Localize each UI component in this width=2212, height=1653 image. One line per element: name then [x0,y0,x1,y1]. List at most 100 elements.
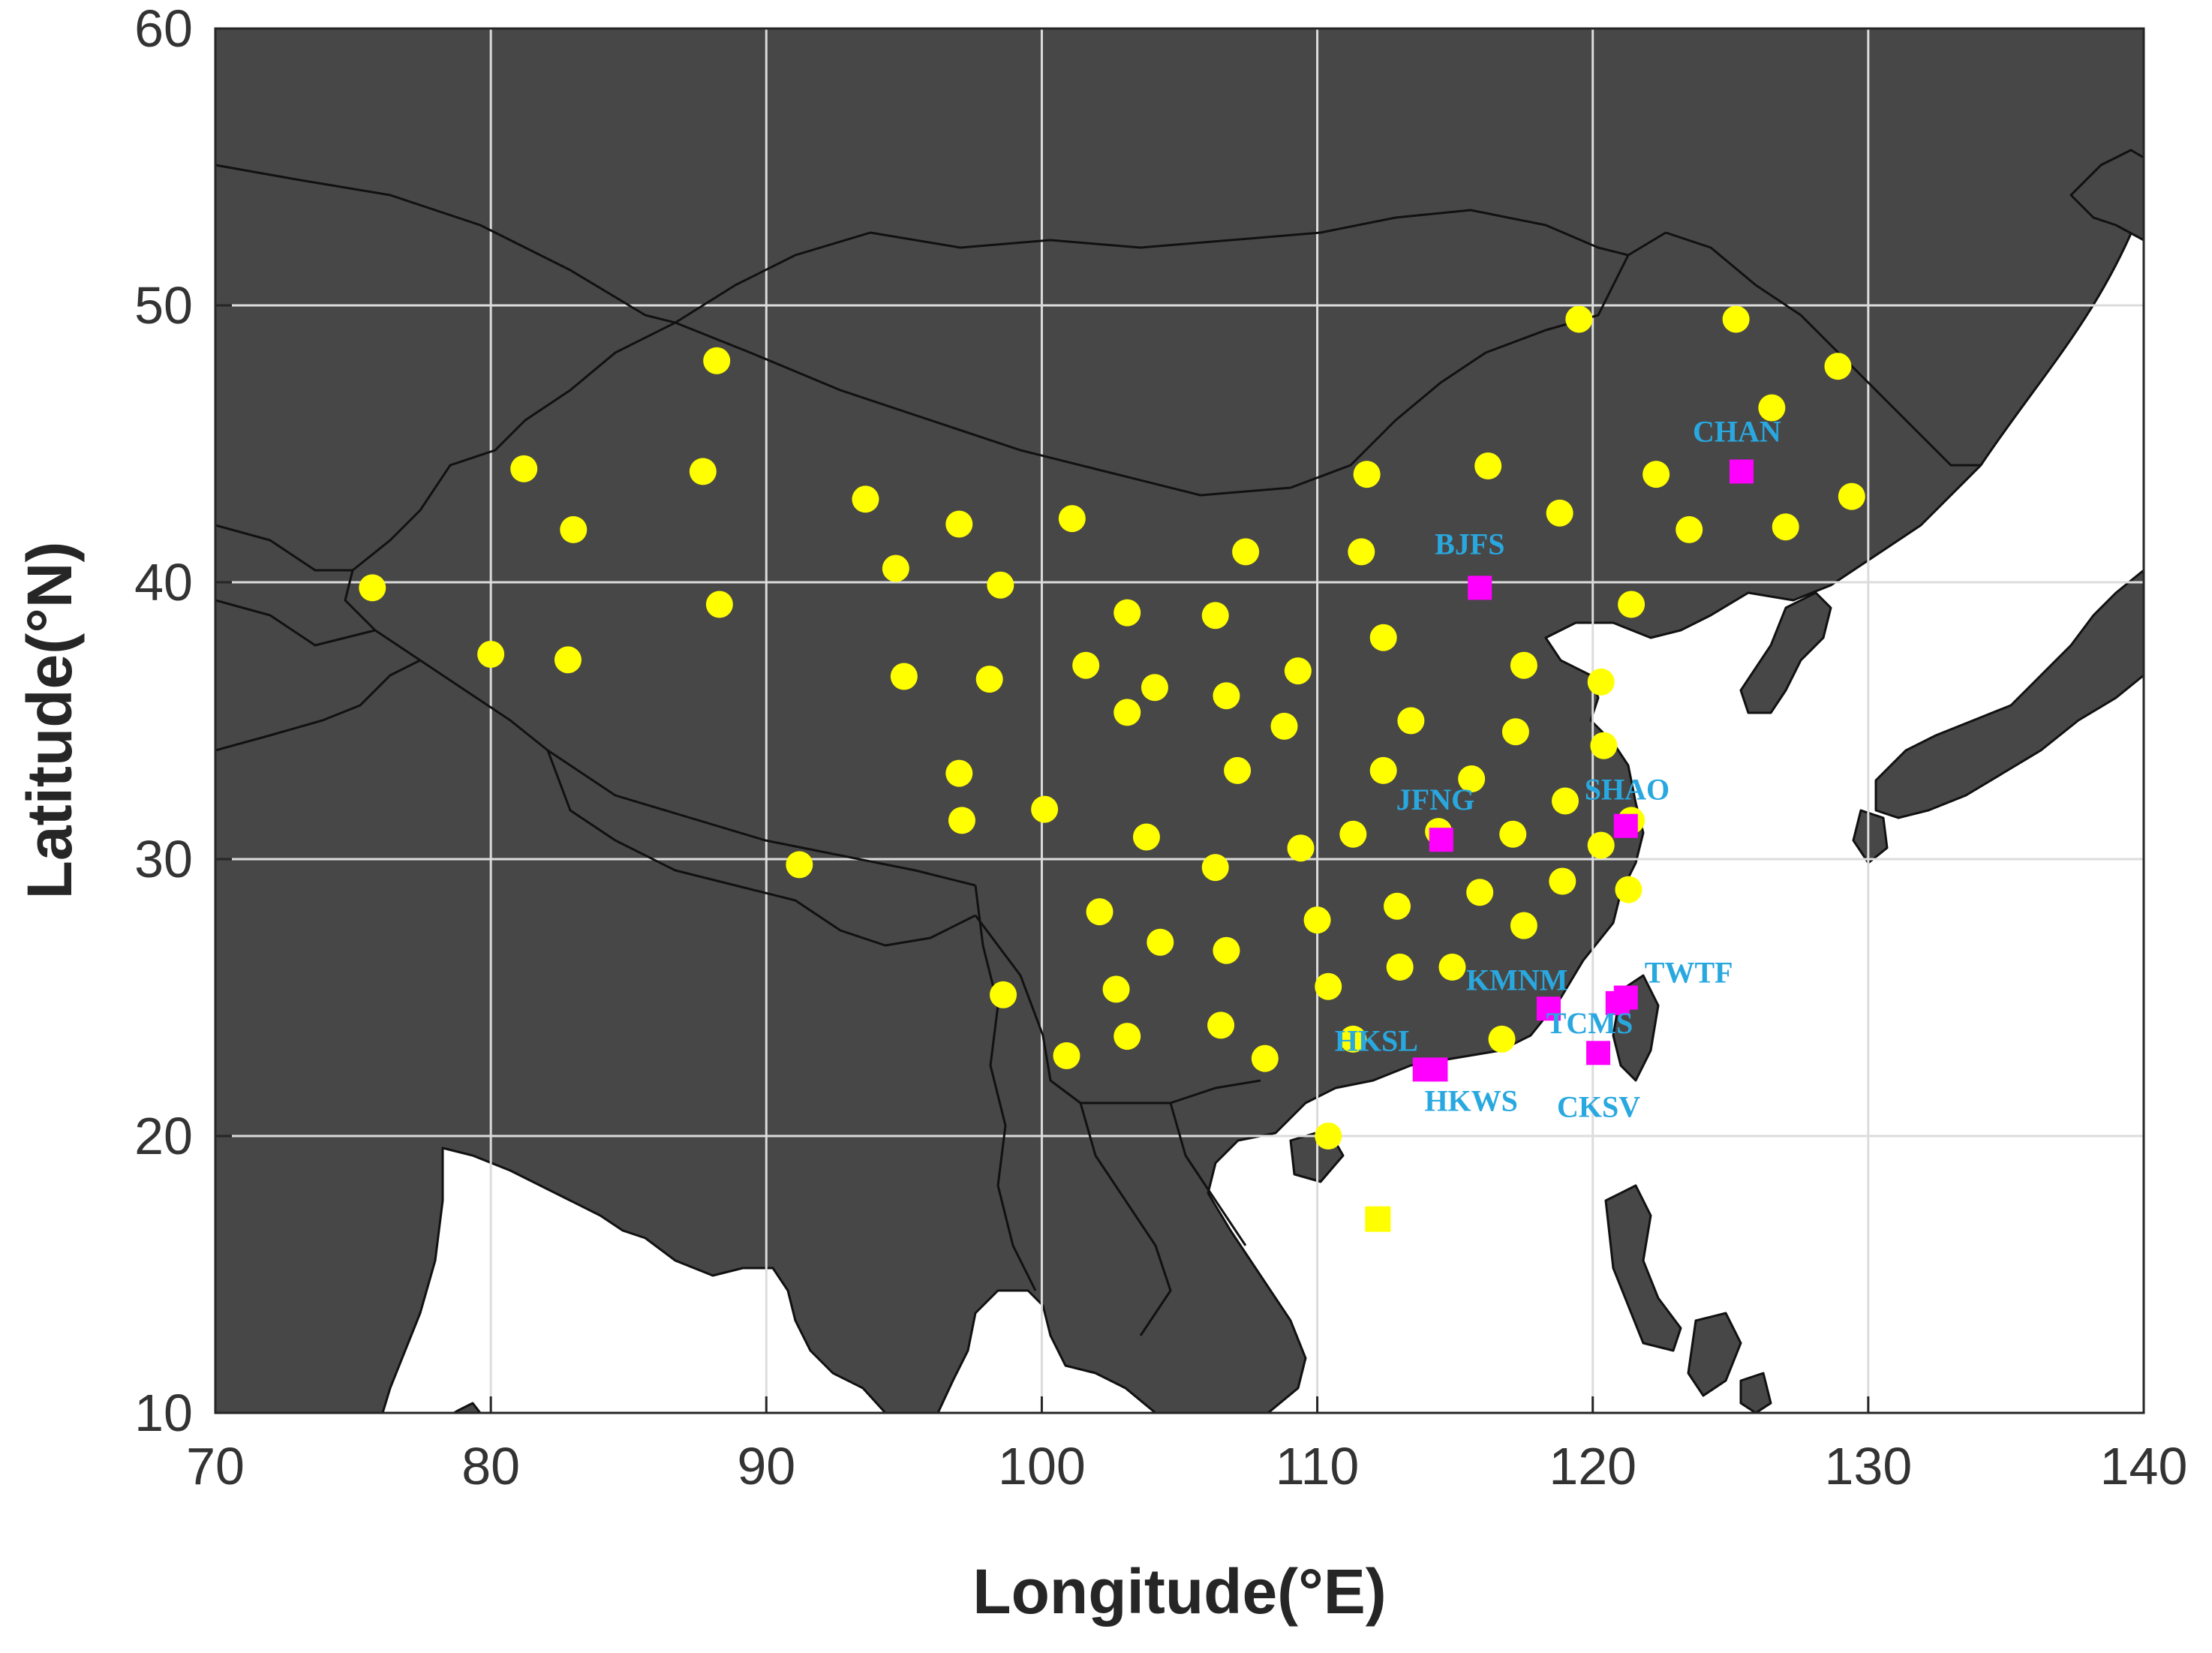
gnss-station-point [1365,1206,1391,1232]
gnss-station-point [1642,461,1670,488]
gnss-station-point [705,591,733,618]
land-japan-honshu [1874,569,2144,819]
land-japan-hokkaido [2069,149,2144,242]
gnss-station-point [1232,538,1260,566]
land-philippine-islands [1687,1312,1742,1397]
gnss-stations-yellow [359,305,1865,1232]
gnss-station-point [1201,602,1229,630]
gnss-station-point [1501,718,1529,746]
gnss-station-point [882,555,909,582]
gnss-station-point [1114,599,1141,627]
x-tick-label: 110 [1276,1437,1360,1495]
gnss-station-point [1546,499,1573,527]
gnss-station-point [1369,756,1397,784]
reference-station-hkws [1423,1057,1448,1082]
gnss-station-point [1201,854,1229,882]
reference-station-cksv [1586,1041,1611,1065]
gnss-station-point [945,510,973,538]
gnss-station-point [1838,482,1865,510]
gnss-station-point [560,515,588,543]
gnss-station-point [689,458,717,485]
gnss-station-point [948,807,975,834]
gnss-station-point [1438,953,1466,981]
border-indochina [1079,1102,1247,1336]
gnss-station-point [1510,651,1537,679]
land-masses [215,29,2144,1413]
gnss-station-point [1488,1025,1516,1053]
gnss-station-point [1369,624,1397,651]
gnss-station-point [1824,353,1852,380]
gnss-station-point [1053,1041,1080,1069]
border-mongolia-russia [675,209,1629,324]
y-axis-ticks: 10 20 30 40 50 60 [134,0,232,1442]
gnss-station-point [554,646,582,674]
gnss-station-point [1213,682,1240,710]
gnss-station-point [1114,1023,1141,1050]
y-tick-label: 50 [134,276,193,335]
gnss-station-point [1397,707,1425,735]
y-tick-label: 60 [134,0,193,58]
border-central-asia [215,524,376,647]
gnss-station-point [1722,305,1750,333]
gnss-station-point [1353,461,1381,488]
y-axis-label: Latitude(°N) [14,542,85,900]
gnss-station-point [1224,756,1252,784]
land-luzon [1604,1184,1682,1352]
station-label-tcms: TCMS [1546,1006,1633,1040]
gnss-station-point [1058,505,1086,533]
border-himalaya [547,749,976,887]
gnss-station-point [1386,953,1414,981]
gnss-station-point [1348,538,1375,566]
x-axis-ticks: 70 80 90 100 110 120 130 140 [186,1396,2187,1495]
gnss-station-point [1552,787,1579,815]
station-label-shao: SHAO [1585,773,1670,807]
gnss-station-point [1474,452,1502,480]
gnss-station-point [1102,975,1130,1003]
reference-station-kmnm [1536,996,1561,1021]
gnss-station-point [1147,928,1174,956]
gnss-station-point [703,347,731,374]
gnss-station-point [1587,831,1615,859]
station-label-hksl: HKSL [1335,1023,1418,1057]
gnss-station-point [945,759,973,787]
gnss-station-point [1587,668,1615,696]
gnss-station-point [786,851,813,879]
country-borders [215,164,1981,1336]
station-label-cksv: CKSV [1557,1089,1640,1123]
gnss-station-point [1458,765,1486,792]
x-tick-label: 90 [737,1437,795,1495]
x-tick-label: 80 [461,1437,520,1495]
station-label-jfng: JFNG [1396,783,1474,816]
land-eurasia-mainland [215,29,2144,1413]
gnss-station-point [975,666,1003,693]
gnss-station-point [1565,305,1593,333]
station-label-kmnm: KMNM [1466,963,1568,996]
gnss-station-point [1031,795,1059,823]
gnss-station-point [1315,1123,1342,1150]
reference-station-chan [1729,459,1754,484]
gnss-station-point [1072,651,1100,679]
station-label-twtf: TWTF [1645,956,1733,990]
reference-station-tcms [1605,990,1630,1015]
reference-station-bjfs [1468,576,1492,600]
gnss-station-point [1251,1044,1279,1072]
y-tick-label: 20 [134,1107,193,1165]
x-axis-label: Longitude(°E) [972,1556,1386,1627]
gnss-station-point [1207,1011,1235,1039]
land-japan-kyushu [1852,809,1889,864]
gnss-station-point [1772,513,1799,541]
gnss-station-point [1315,972,1342,1000]
x-tick-label: 100 [998,1437,1086,1495]
gnss-station-point [477,640,505,668]
gnss-station-point [1549,867,1576,895]
gnss-station-point [1213,936,1240,964]
land-korea [1739,591,1832,714]
gnss-station-point [890,663,918,690]
station-label-chan: CHAN [1693,414,1781,448]
gnss-station-point [1384,892,1411,920]
gnss-station-point [1510,912,1537,939]
gnss-station-point [1590,732,1618,759]
